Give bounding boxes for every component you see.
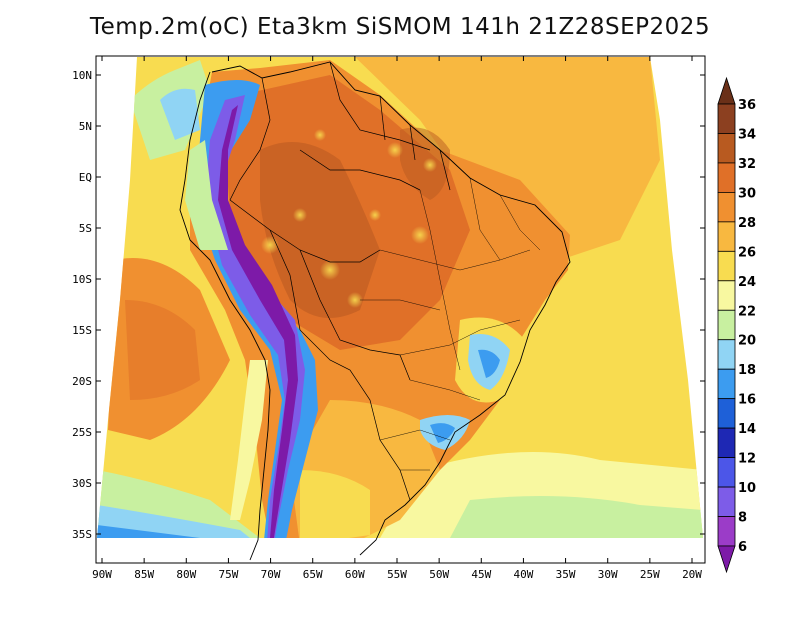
colorbar-bin <box>717 133 736 164</box>
colorbar-bin <box>717 191 736 223</box>
colorbar-bin <box>717 103 736 134</box>
colorbar-bin <box>717 486 736 517</box>
country-borders <box>229 61 451 501</box>
temperature-field <box>97 57 703 538</box>
colorbar-label: 18 <box>738 363 756 378</box>
colorbar-bin <box>717 516 736 547</box>
colorbar-extend-min <box>717 545 736 574</box>
lat-tick-label: 35S <box>72 528 92 541</box>
lat-tick-label: 25S <box>72 426 92 439</box>
lon-tick-label: 65W <box>303 568 323 581</box>
colorbar-bin <box>717 457 736 488</box>
lon-tick-label: 60W <box>345 568 365 581</box>
lat-tick-label: 20S <box>72 375 92 388</box>
colorbar-label: 10 <box>738 481 756 496</box>
lon-tick-label: 25W <box>640 568 660 581</box>
lat-tick-label: EQ <box>79 171 92 184</box>
colorbar: 6 8 10 12 14 16 18 20 22 24 26 28 30 32 34 36 <box>717 76 756 574</box>
state-borders <box>360 177 541 471</box>
colorbar-label: 8 <box>738 511 747 526</box>
lon-tick-label: 45W <box>471 568 491 581</box>
colorbar-label: 24 <box>738 275 756 290</box>
lat-tick-label: 5S <box>79 222 92 235</box>
lon-tick-label: 55W <box>387 568 407 581</box>
lon-tick-label: 90W <box>92 568 112 581</box>
colorbar-bin <box>717 368 736 400</box>
colorbar-label: 14 <box>738 422 756 437</box>
lat-tick-label: 15S <box>72 324 92 337</box>
lat-tick-label: 10N <box>72 69 92 82</box>
colorbar-bin <box>717 250 736 282</box>
map-title: Temp.2m(oC) Eta3km SiSMOM 141h 21Z28SEP2… <box>89 14 711 40</box>
colorbar-label: 26 <box>738 245 756 260</box>
lon-tick-label: 85W <box>134 568 154 581</box>
latitude-axis: 10N 5N EQ 5S 10S 15S 20S 25S 30S 35S <box>72 69 705 541</box>
colorbar-bin <box>717 427 736 458</box>
colorbar-extend-max <box>717 76 736 105</box>
coastlines <box>179 61 571 561</box>
colorbar-label: 20 <box>738 334 756 349</box>
lon-tick-label: 30W <box>598 568 618 581</box>
colorbar-label: 22 <box>738 304 756 319</box>
colorbar-label: 32 <box>738 157 756 172</box>
colorbar-bin <box>717 339 736 370</box>
colorbar-label: 30 <box>738 186 756 201</box>
lon-tick-label: 20W <box>682 568 702 581</box>
colorbar-bin <box>717 162 736 193</box>
colorbar-label: 34 <box>738 127 756 142</box>
lon-tick-label: 40W <box>513 568 533 581</box>
colorbar-bin <box>717 398 736 429</box>
lon-tick-label: 35W <box>556 568 576 581</box>
lat-tick-label: 10S <box>72 273 92 286</box>
colorbar-bin <box>717 309 736 341</box>
lon-tick-label: 75W <box>218 568 238 581</box>
colorbar-label: 12 <box>738 452 756 467</box>
lat-tick-label: 30S <box>72 477 92 490</box>
colorbar-label: 36 <box>738 98 756 113</box>
lat-tick-label: 5N <box>79 120 92 133</box>
colorbar-label: 6 <box>738 540 747 555</box>
lon-tick-label: 70W <box>261 568 281 581</box>
colorbar-bin <box>717 221 736 252</box>
colorbar-bin <box>717 280 736 311</box>
longitude-axis: 90W 85W 80W 75W 70W 65W 60W 55W 50W 45W 40W 35W 30W 2… <box>92 56 702 581</box>
colorbar-label: 16 <box>738 393 756 408</box>
lon-tick-label: 80W <box>176 568 196 581</box>
lon-tick-label: 50W <box>429 568 449 581</box>
colorbar-label: 28 <box>738 216 756 231</box>
